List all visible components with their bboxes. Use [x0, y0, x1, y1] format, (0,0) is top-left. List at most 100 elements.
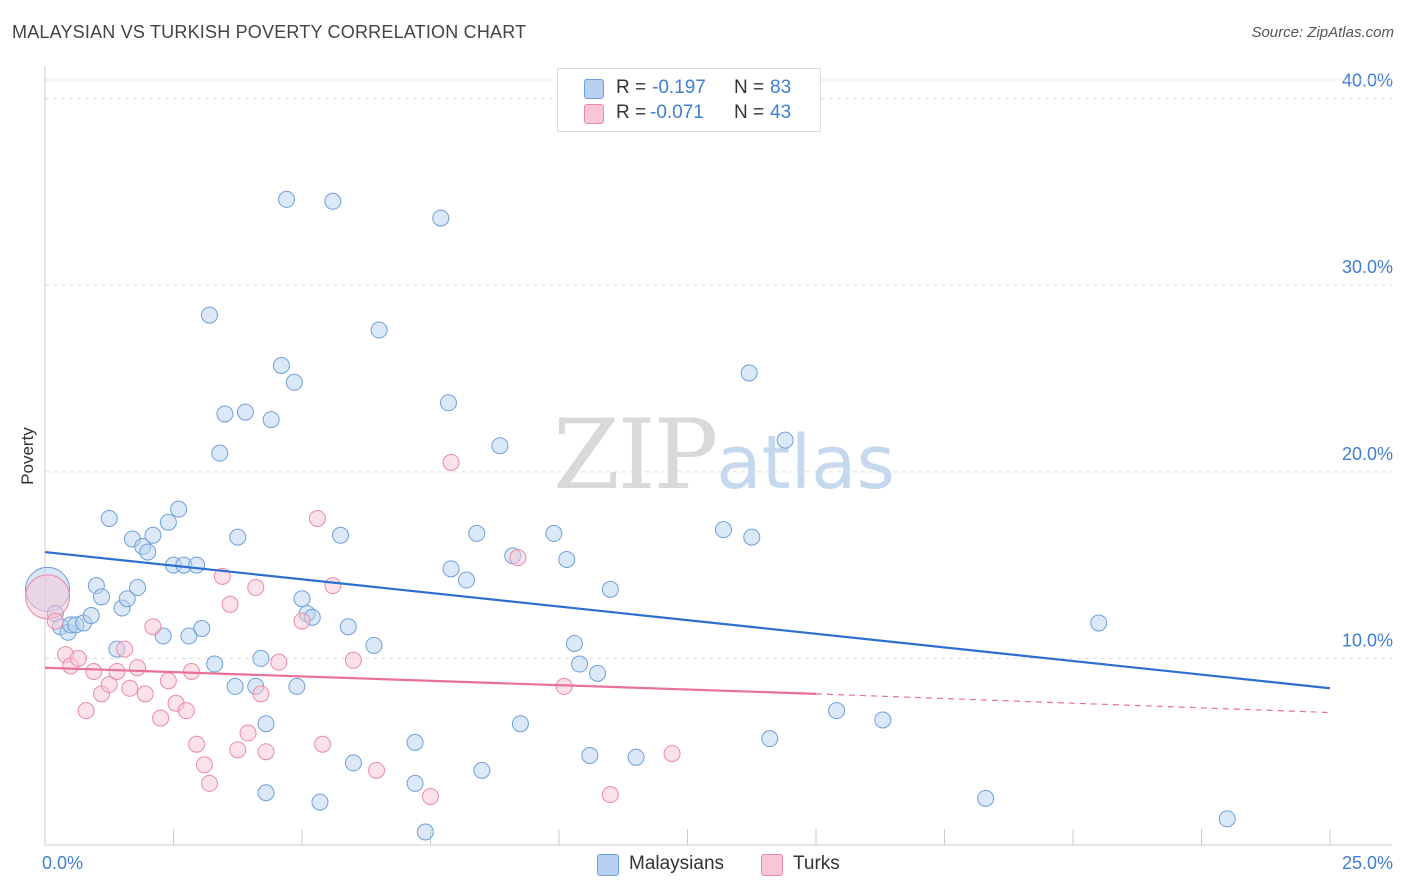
data-point-malaysians[interactable] [226, 677, 244, 695]
data-point-malaysians[interactable] [776, 431, 794, 449]
data-point-malaysians[interactable] [272, 356, 290, 374]
data-point-turks[interactable] [195, 756, 213, 774]
data-point-turks[interactable] [270, 653, 288, 671]
data-point-malaysians[interactable] [761, 730, 779, 748]
data-point-malaysians[interactable] [828, 702, 846, 720]
data-point-malaysians[interactable] [511, 715, 529, 733]
data-point-malaysians[interactable] [565, 634, 583, 652]
data-point-malaysians[interactable] [93, 588, 111, 606]
data-point-turks[interactable] [344, 651, 362, 669]
data-point-malaysians[interactable] [468, 524, 486, 542]
data-point-malaysians[interactable] [180, 627, 198, 645]
data-point-malaysians[interactable] [159, 513, 177, 531]
data-point-malaysians[interactable] [571, 655, 589, 673]
data-point-malaysians[interactable] [743, 528, 761, 546]
data-point-malaysians[interactable] [216, 405, 234, 423]
data-point-malaysians[interactable] [229, 528, 247, 546]
data-point-malaysians[interactable] [442, 560, 460, 578]
data-point-malaysians[interactable] [627, 748, 645, 766]
data-point-turks[interactable] [46, 612, 64, 630]
data-point-turks[interactable] [116, 640, 134, 658]
data-point-malaysians[interactable] [714, 521, 732, 539]
data-point-malaysians[interactable] [144, 526, 162, 544]
data-point-turks[interactable] [144, 618, 162, 636]
data-point-malaysians[interactable] [285, 373, 303, 391]
data-point-malaysians[interactable] [491, 437, 509, 455]
data-point-turks[interactable] [314, 735, 332, 753]
data-point-malaysians[interactable] [406, 774, 424, 792]
data-point-turks[interactable] [136, 685, 154, 703]
data-point-turks[interactable] [159, 672, 177, 690]
data-point-malaysians[interactable] [100, 509, 118, 527]
data-point-malaysians[interactable] [262, 411, 280, 429]
data-point-malaysians[interactable] [252, 649, 270, 667]
data-point-turks[interactable] [121, 679, 139, 697]
data-point-malaysians[interactable] [432, 209, 450, 227]
data-point-turks[interactable] [100, 676, 118, 694]
data-point-malaysians[interactable] [82, 607, 100, 624]
data-point-turks[interactable] [422, 787, 439, 805]
data-point-malaysians[interactable] [200, 306, 218, 324]
data-point-turks[interactable] [25, 574, 71, 620]
data-point-turks[interactable] [108, 662, 126, 680]
data-point-malaysians[interactable] [545, 524, 563, 542]
data-point-malaysians[interactable] [211, 444, 229, 462]
data-point-malaysians[interactable] [129, 579, 147, 597]
data-point-malaysians[interactable] [874, 711, 892, 729]
data-point-turks[interactable] [77, 702, 95, 720]
data-point-malaysians[interactable] [257, 715, 275, 733]
data-point-malaysians[interactable] [406, 733, 424, 751]
data-point-malaysians[interactable] [1090, 614, 1108, 632]
data-point-turks[interactable] [442, 454, 460, 471]
data-point-turks[interactable] [69, 649, 87, 667]
data-point-turks[interactable] [177, 702, 195, 720]
data-point-malaysians[interactable] [601, 580, 619, 598]
data-point-turks[interactable] [85, 662, 103, 680]
data-point-turks[interactable] [324, 577, 342, 595]
data-point-malaysians[interactable] [1218, 810, 1236, 828]
data-point-turks[interactable] [663, 745, 681, 763]
data-point-turks[interactable] [368, 761, 386, 779]
data-point-malaysians[interactable] [257, 784, 275, 802]
data-point-turks[interactable] [239, 724, 257, 742]
data-point-malaysians[interactable] [206, 655, 224, 673]
data-point-turks[interactable] [152, 709, 170, 727]
data-point-malaysians[interactable] [311, 793, 329, 811]
data-point-turks[interactable] [308, 509, 326, 527]
data-point-turks[interactable] [221, 595, 239, 613]
data-point-malaysians[interactable] [339, 618, 357, 636]
data-point-turks[interactable] [188, 735, 206, 753]
data-point-malaysians[interactable] [558, 551, 576, 569]
data-point-malaysians[interactable] [370, 321, 388, 339]
data-point-malaysians[interactable] [324, 192, 342, 210]
data-point-turks[interactable] [229, 741, 247, 759]
data-point-malaysians[interactable] [416, 823, 434, 841]
data-point-malaysians[interactable] [740, 364, 758, 382]
data-point-malaysians[interactable] [977, 789, 995, 807]
data-point-malaysians[interactable] [439, 394, 457, 412]
data-point-turks[interactable] [247, 579, 265, 597]
data-point-malaysians[interactable] [188, 556, 206, 574]
data-point-malaysians[interactable] [473, 761, 491, 779]
data-point-turks[interactable] [129, 659, 147, 677]
data-point-malaysians[interactable] [236, 403, 254, 421]
data-point-malaysians[interactable] [293, 590, 311, 608]
data-point-malaysians[interactable] [332, 526, 350, 544]
data-point-malaysians[interactable] [344, 754, 362, 772]
data-point-malaysians[interactable] [365, 636, 383, 654]
data-point-malaysians[interactable] [139, 543, 157, 561]
data-point-turks[interactable] [509, 549, 527, 567]
data-point-malaysians[interactable] [278, 190, 296, 208]
data-point-turks[interactable] [252, 685, 270, 703]
data-point-malaysians[interactable] [581, 746, 599, 764]
data-point-turks[interactable] [601, 786, 619, 804]
data-point-turks[interactable] [257, 743, 275, 761]
data-point-malaysians[interactable] [170, 500, 188, 518]
data-point-malaysians[interactable] [457, 571, 475, 589]
data-point-malaysians[interactable] [589, 664, 607, 682]
data-point-turks[interactable] [293, 612, 311, 630]
data-point-malaysians[interactable] [118, 590, 136, 608]
data-point-turks[interactable] [200, 774, 218, 792]
data-point-malaysians[interactable] [288, 677, 306, 695]
data-point-malaysians[interactable] [193, 620, 211, 638]
